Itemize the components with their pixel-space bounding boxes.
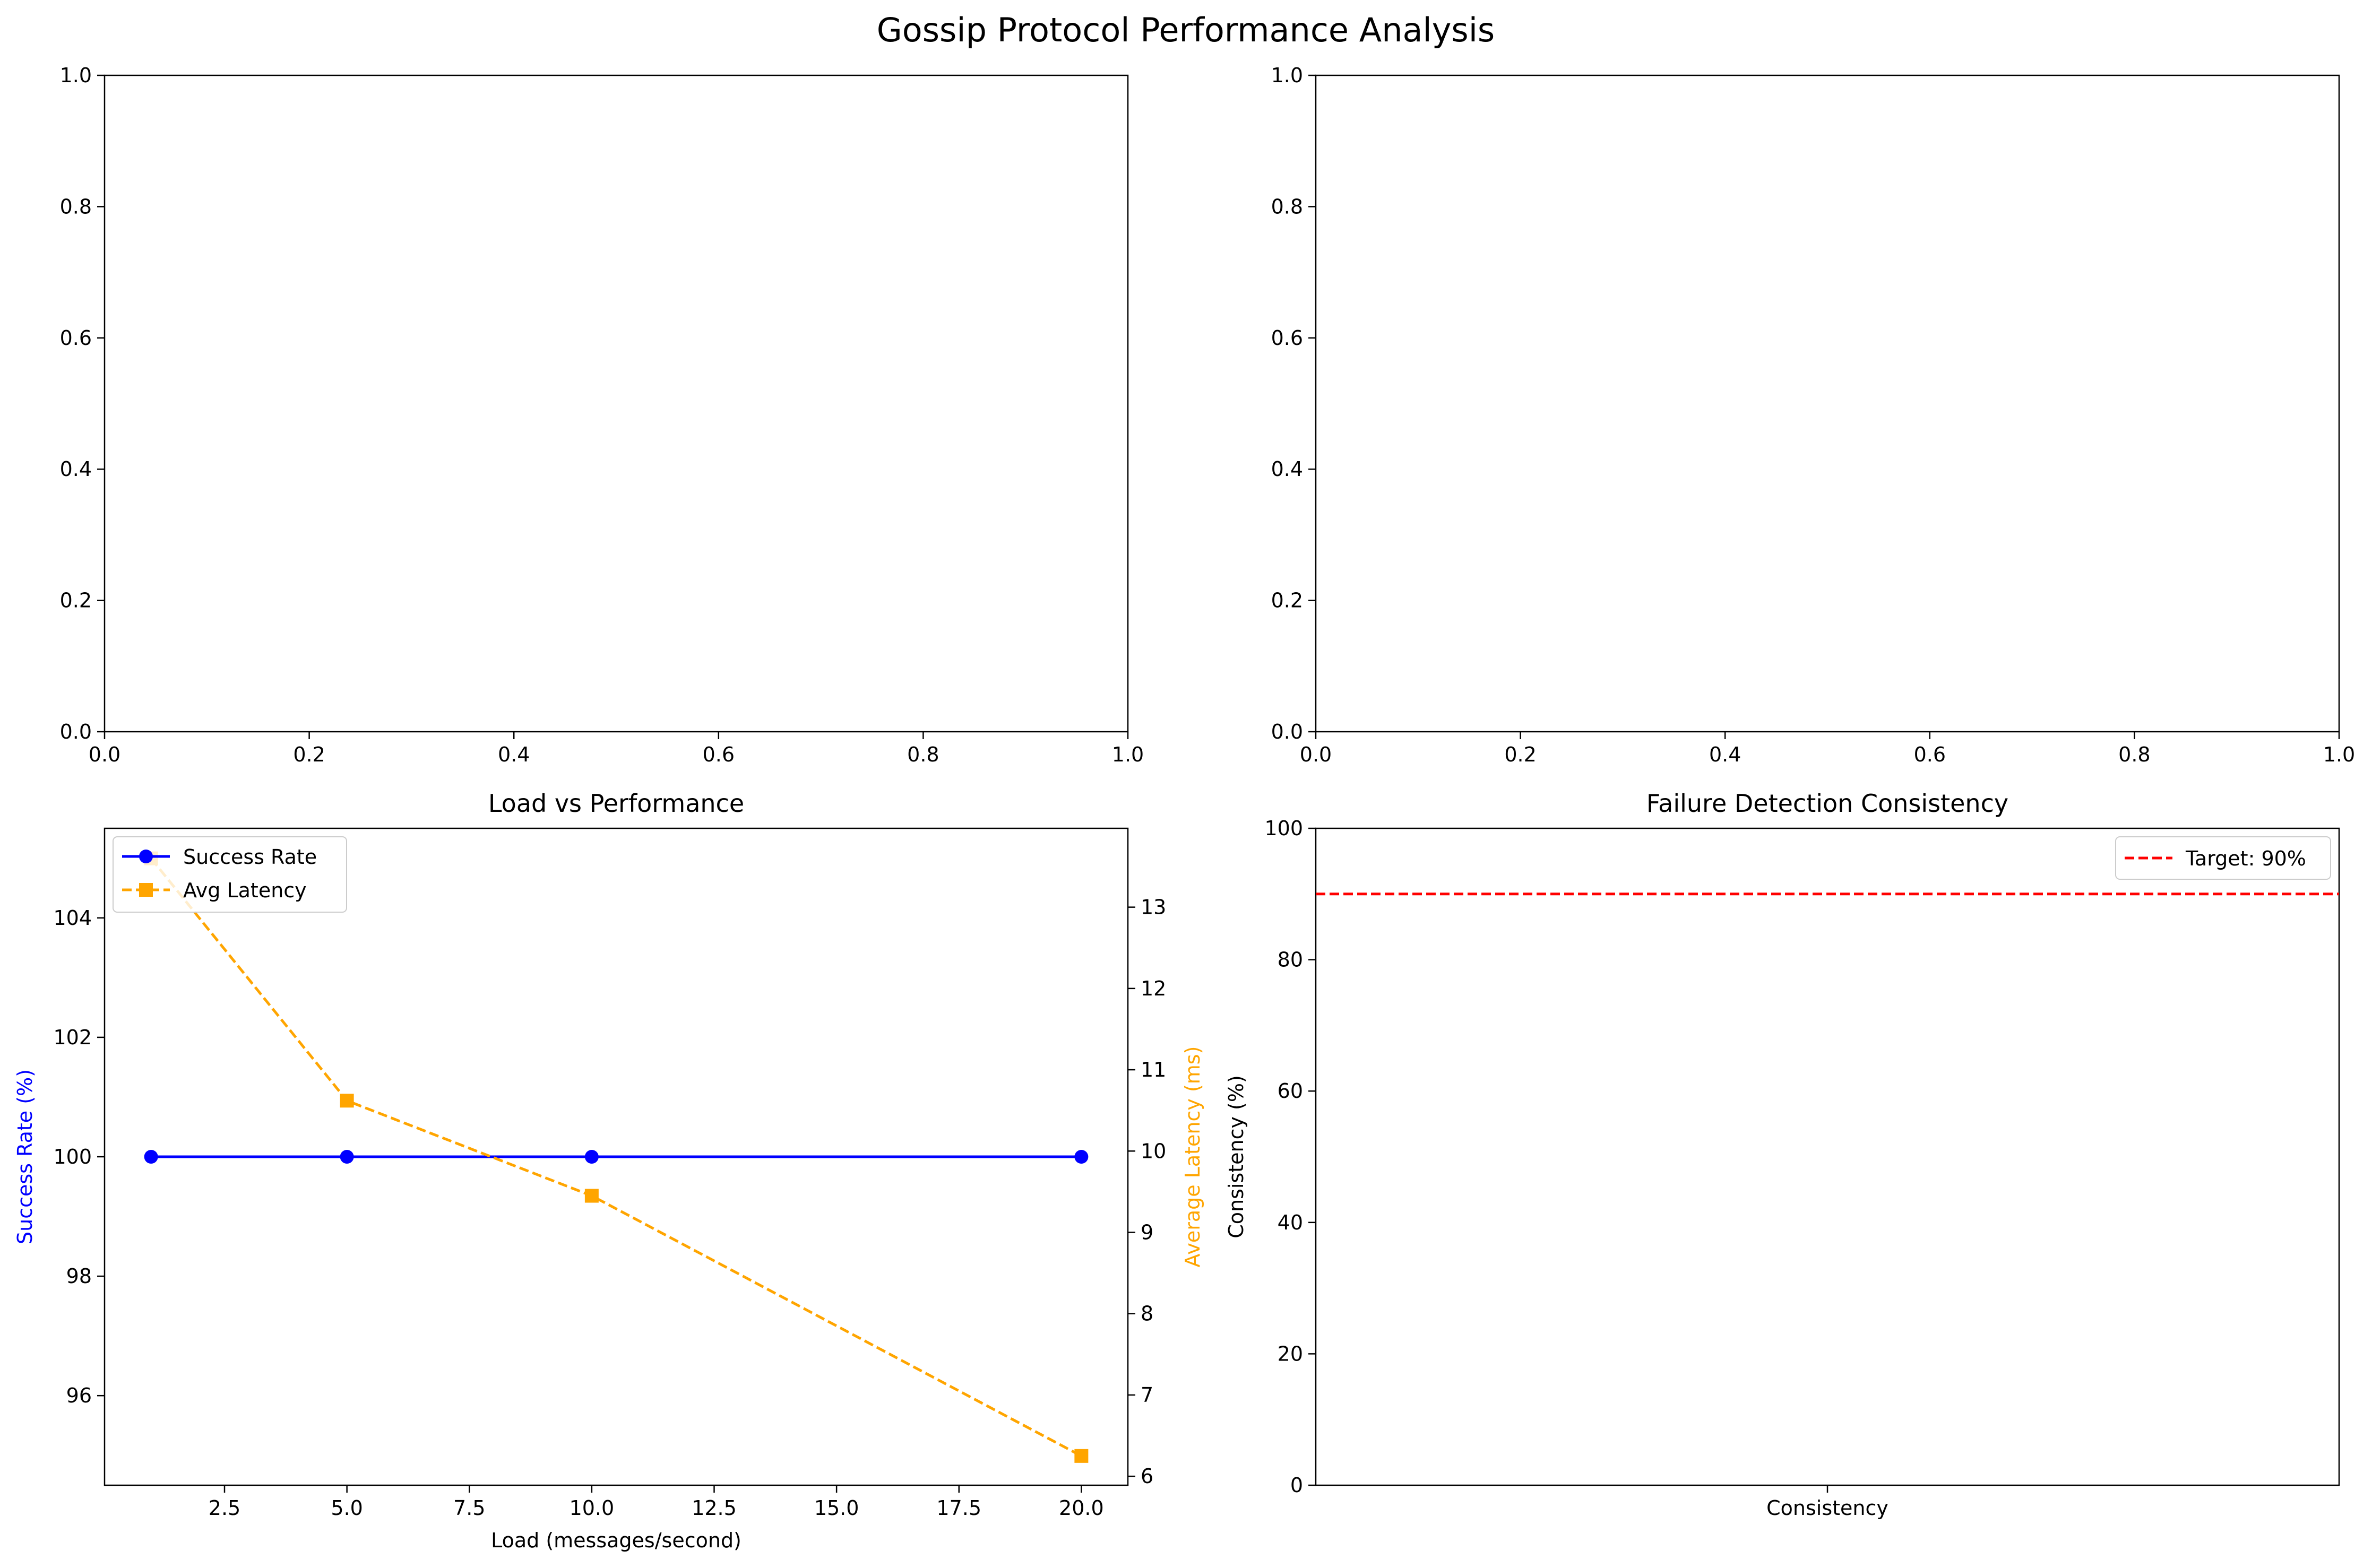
y-tick-label: 0.6 <box>60 326 92 350</box>
x-ticks-top-right: 0.0 0.2 0.4 0.6 0.8 1.0 <box>1300 732 2355 766</box>
plot-area-top-right <box>1315 74 2340 733</box>
point-success-rate <box>340 1150 354 1164</box>
y-tick-label: 100 <box>1264 817 1303 840</box>
x-tick-label: 0.4 <box>1709 743 1741 766</box>
x-tick-label: 0.0 <box>89 743 120 766</box>
series-line-avg-latency <box>150 857 1082 1458</box>
x-category-label: Consistency <box>1766 1496 1888 1520</box>
y-tick-label: 1.0 <box>60 64 92 87</box>
y-tick-label-right: 13 <box>1141 896 1166 919</box>
point-avg-latency <box>1074 1449 1089 1463</box>
y-tick-label-left: 104 <box>53 906 92 930</box>
y-tick-label: 0.8 <box>60 195 92 218</box>
y-tick-label-right: 11 <box>1141 1058 1166 1081</box>
y-tick-label: 40 <box>1278 1211 1303 1234</box>
figure-title: Gossip Protocol Performance Analysis <box>877 11 1495 49</box>
x-axis-label-load: Load (messages/second) <box>491 1529 741 1552</box>
y-tick-label: 0 <box>1290 1474 1303 1497</box>
x-tick-label: 0.6 <box>703 743 735 766</box>
y-tick-label: 80 <box>1278 948 1303 972</box>
x-tick-label: 0.2 <box>1504 743 1536 766</box>
panel-top-right: 0.0 0.2 0.4 0.6 0.8 1.0 0.0 0.2 0.4 0.6 0.8 1.0 <box>1271 64 2356 766</box>
y-ticks-consistency: 0 20 40 60 80 100 <box>1264 817 1316 1497</box>
y-tick-label-right: 12 <box>1141 977 1166 1000</box>
series-lines-load <box>150 857 1082 1458</box>
panel-load-vs-performance: Load vs Performance 2.5 5.0 7.5 10.0 12.5 15.… <box>13 789 1204 1552</box>
y-tick-label: 0.0 <box>1271 720 1303 743</box>
y-tick-label-right: 10 <box>1141 1139 1166 1163</box>
plot-area-failure-detection <box>1315 827 2340 1486</box>
y-tick-label: 0.2 <box>1271 589 1303 612</box>
x-tick-label: 17.5 <box>936 1496 981 1520</box>
legend-load: Success Rate Avg Latency <box>113 836 347 913</box>
y-tick-label: 0.6 <box>1271 326 1303 350</box>
chart-title-load-vs-performance: Load vs Performance <box>488 789 744 818</box>
x-ticks-top-left: 0.0 0.2 0.4 0.6 0.8 1.0 <box>89 732 1144 766</box>
y-tick-label-right: 8 <box>1141 1302 1153 1326</box>
x-tick-label: 2.5 <box>209 1496 240 1520</box>
point-avg-latency <box>584 1189 599 1203</box>
x-tick-label: 1.0 <box>1112 743 1144 766</box>
y-axis-label-success-rate: Success Rate (%) <box>13 1069 37 1244</box>
y-ticks-top-right: 0.0 0.2 0.4 0.6 0.8 1.0 <box>1271 64 1316 743</box>
plot-area-top-left <box>103 74 1129 733</box>
y-axis-label-consistency: Consistency (%) <box>1224 1075 1248 1238</box>
legend-marker-avg-latency <box>139 883 153 897</box>
y-tick-label: 0.4 <box>1271 457 1303 481</box>
y-ticks-top-left: 0.0 0.2 0.4 0.6 0.8 1.0 <box>60 64 105 743</box>
x-tick-label: 0.8 <box>2118 743 2150 766</box>
point-success-rate <box>584 1150 599 1164</box>
x-tick-label: 1.0 <box>2323 743 2355 766</box>
panel-top-left: 0.0 0.2 0.4 0.6 0.8 1.0 0.0 0.2 0.4 0.6 0.8 1.0 <box>60 64 1144 766</box>
x-tick-label: 10.0 <box>570 1496 615 1520</box>
y-tick-label-left: 100 <box>53 1145 92 1168</box>
point-success-rate <box>1074 1150 1089 1164</box>
legend-frame-failure-detection <box>2115 836 2331 880</box>
legend-frame-load <box>113 836 347 913</box>
x-tick-label: 20.0 <box>1059 1496 1104 1520</box>
x-tick-label: 15.0 <box>814 1496 859 1520</box>
y-tick-label: 60 <box>1278 1079 1303 1103</box>
panel-failure-detection: Failure Detection Consistency 0 20 40 60 80 1… <box>1224 789 2340 1520</box>
legend-failure-detection: Target: 90% <box>2115 836 2331 880</box>
y-ticks-latency: 6 7 8 9 10 11 12 13 <box>1128 896 1166 1488</box>
x-tick-label: 12.5 <box>692 1496 737 1520</box>
y-tick-label: 0.0 <box>60 720 92 743</box>
x-tick-label: 0.4 <box>498 743 530 766</box>
y-tick-label: 0.2 <box>60 589 92 612</box>
y-axis-label-latency: Average Latency (ms) <box>1181 1046 1204 1268</box>
y-tick-label-left: 102 <box>53 1026 92 1049</box>
legend-marker-success-rate <box>139 850 153 863</box>
legend-label-target: Target: 90% <box>2185 847 2306 870</box>
x-tick-label: 5.0 <box>331 1496 363 1520</box>
x-categories-consistency: Consistency <box>1766 1485 1888 1520</box>
point-avg-latency <box>340 1094 354 1108</box>
point-success-rate <box>144 1150 158 1164</box>
legend-label-success-rate: Success Rate <box>183 845 317 869</box>
y-ticks-success-rate: 96 98 100 102 104 <box>53 906 105 1407</box>
legend-label-avg-latency: Avg Latency <box>183 879 307 902</box>
y-tick-label-right: 7 <box>1141 1383 1153 1407</box>
y-tick-label: 0.4 <box>60 457 92 481</box>
x-tick-label: 7.5 <box>453 1496 485 1520</box>
y-tick-label: 0.8 <box>1271 195 1303 218</box>
x-tick-label: 0.8 <box>907 743 939 766</box>
x-tick-label: 0.2 <box>293 743 325 766</box>
x-tick-label: 0.6 <box>1914 743 1946 766</box>
x-tick-label: 0.0 <box>1300 743 1332 766</box>
y-tick-label-right: 6 <box>1141 1465 1153 1488</box>
y-tick-label-left: 96 <box>66 1384 92 1407</box>
x-ticks-load: 2.5 5.0 7.5 10.0 12.5 15.0 17.5 20.0 <box>209 1485 1104 1520</box>
y-tick-label-left: 98 <box>66 1264 92 1288</box>
chart-title-failure-detection: Failure Detection Consistency <box>1646 789 2008 818</box>
y-tick-label: 20 <box>1278 1342 1303 1365</box>
y-tick-label-right: 9 <box>1141 1220 1153 1244</box>
y-tick-label: 1.0 <box>1271 64 1303 87</box>
